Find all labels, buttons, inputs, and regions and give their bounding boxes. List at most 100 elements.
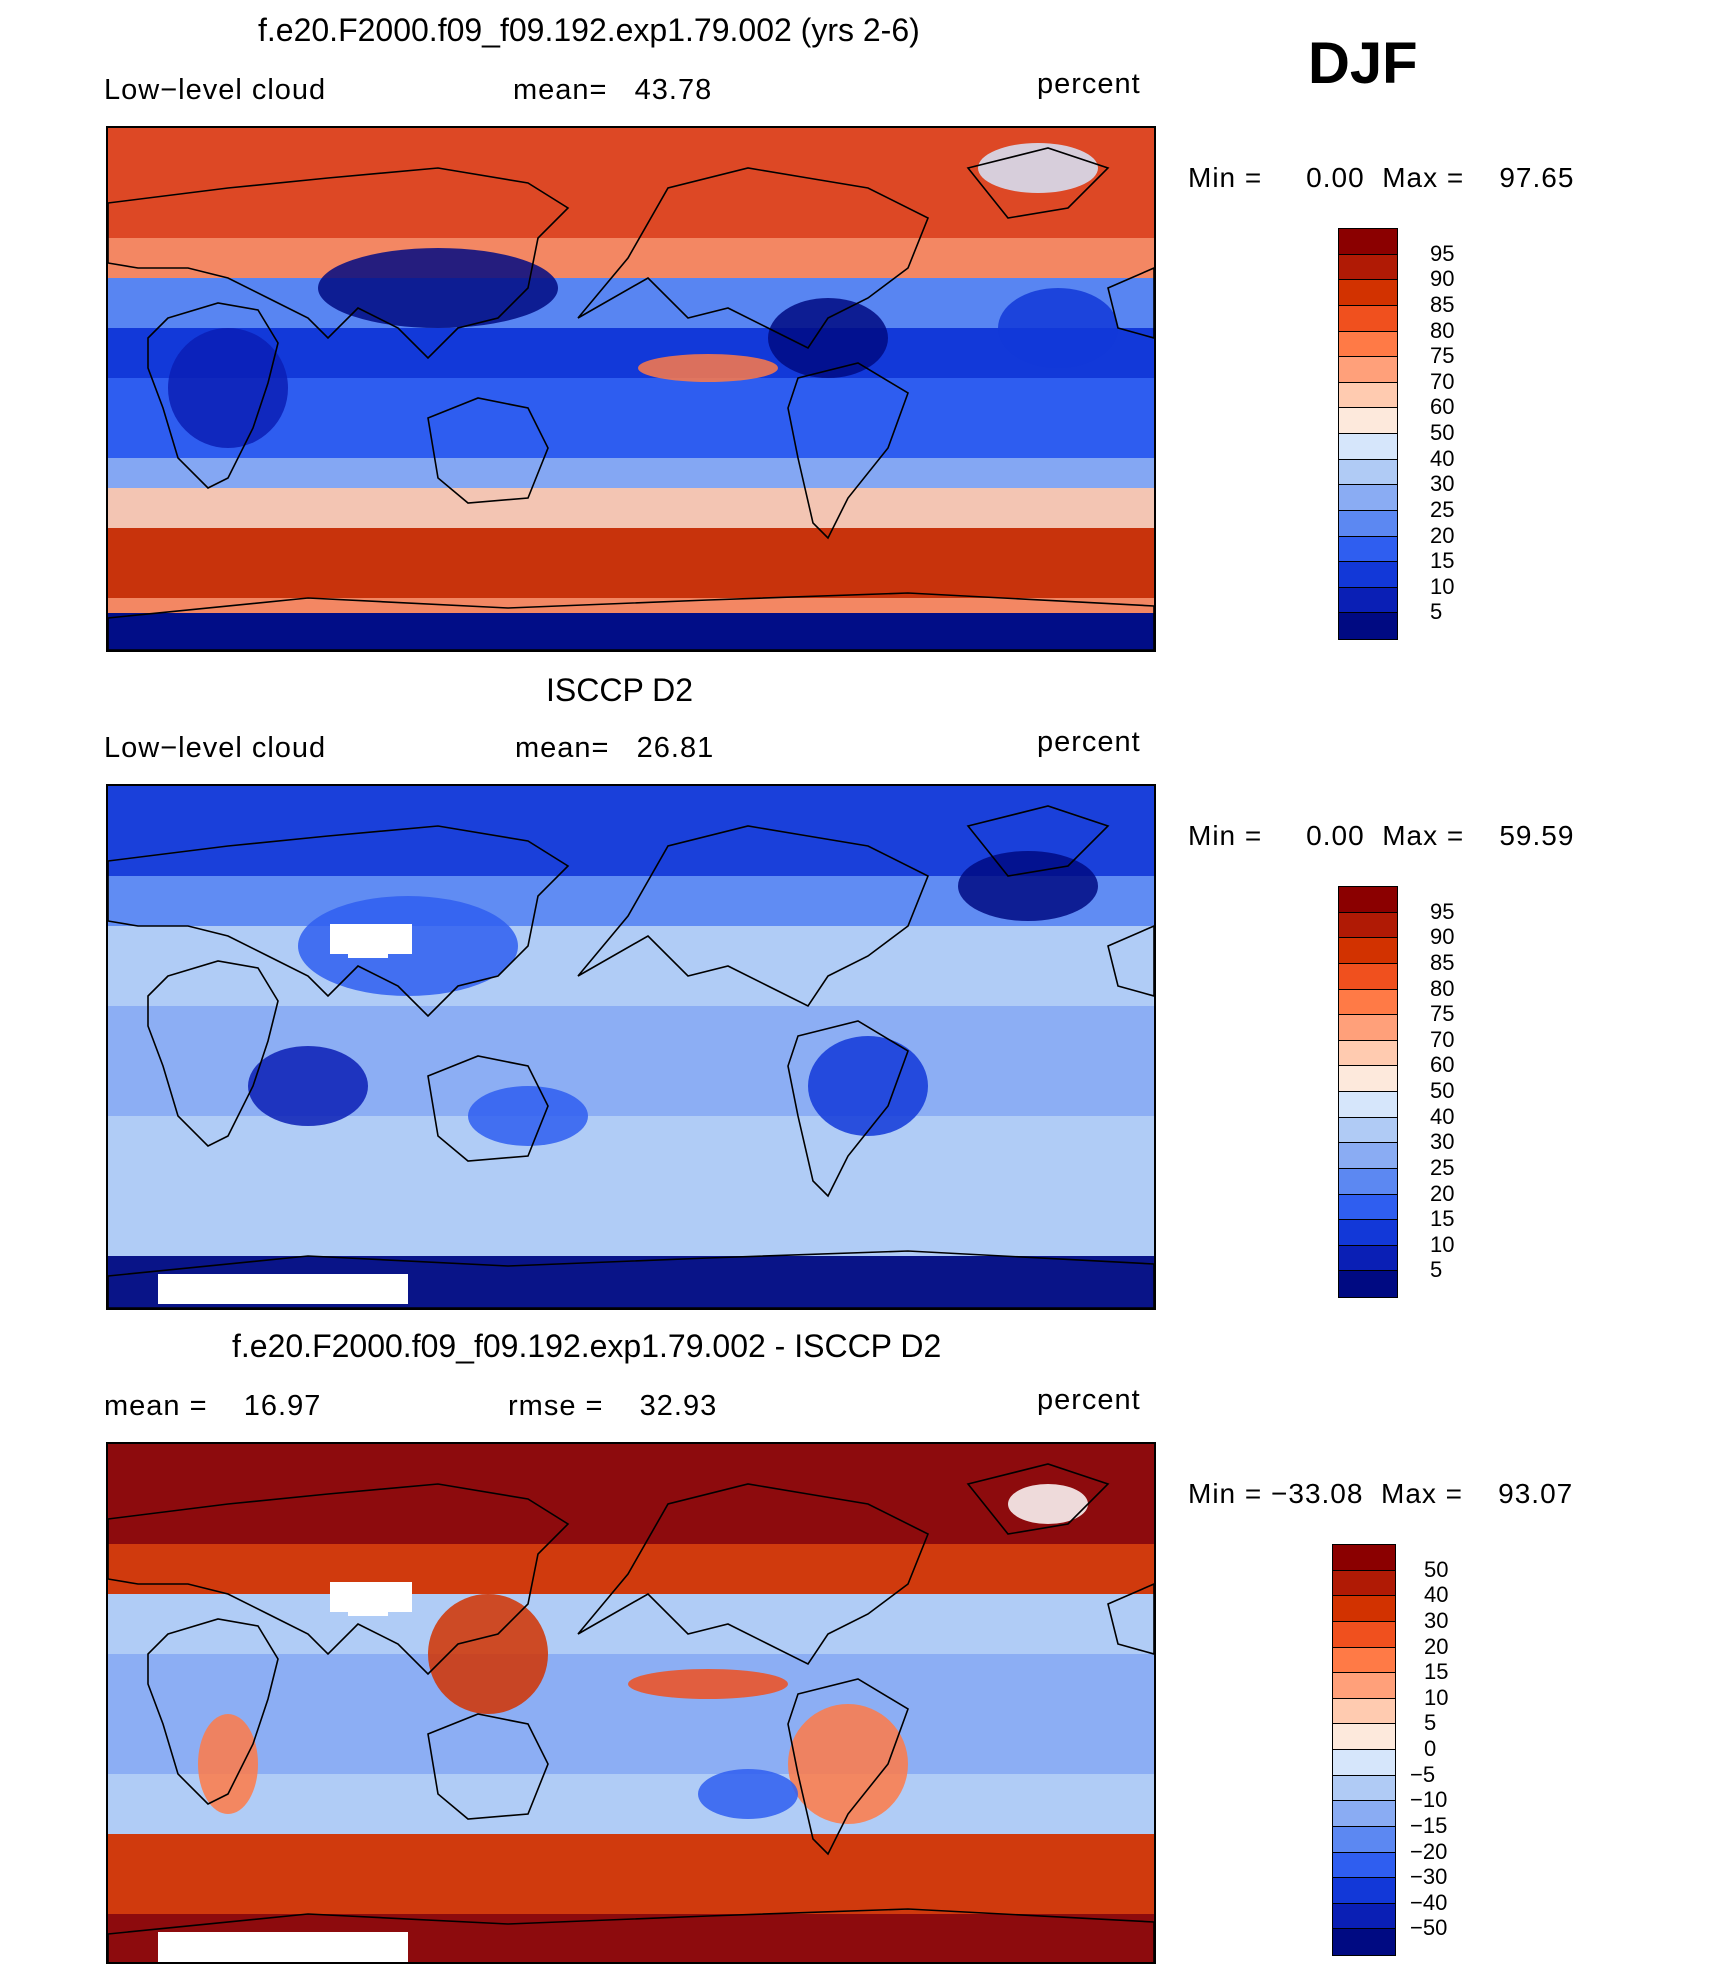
colorbar-swatch [1333,1596,1395,1622]
colorbar-swatch [1339,536,1397,563]
panel-2-title: ISCCP D2 [546,672,694,708]
colorbar-swatch [1339,938,1397,964]
panel-3-mean-label: mean = 16.97 [104,1390,322,1422]
colorbar-swatch [1339,1066,1397,1092]
colorbar-swatch [1339,1092,1397,1118]
colorbar-swatch [1339,1040,1397,1067]
panel-2-map [106,784,1156,1310]
colorbar-swatch [1339,459,1397,486]
colorbar-swatch [1339,382,1397,409]
colorbar-tick-label: 40 [1430,1103,1455,1129]
colorbar-swatch [1339,1220,1397,1246]
colorbar-tick-label: 85 [1430,949,1455,975]
panel-2-colorbar [1338,886,1398,1298]
colorbar-swatch [1339,434,1397,460]
panel-2-variable-label: Low−level cloud [104,732,327,764]
colorbar-swatch [1333,1570,1395,1597]
panel-1-title: f.e20.F2000.f09_f09.192.exp1.79.002 (yrs… [258,12,920,48]
colorbar-swatch [1339,280,1397,306]
colorbar-swatch [1333,1903,1395,1930]
colorbar-tick-label: 30 [1430,1129,1455,1155]
season-label: DJF [1308,31,1418,96]
colorbar-tick-label: 95 [1430,898,1455,924]
colorbar-tick-label: 20 [1430,1180,1455,1206]
colorbar-tick-label: −20 [1410,1838,1448,1864]
panel-2-colorbar-labels: 95 90 85 80 75 70 60 50 40 30 25 20 15 10 5 [1416,886,1476,1296]
colorbar-tick-label: 90 [1430,924,1455,950]
colorbar-tick-label: −10 [1410,1787,1448,1813]
colorbar-swatch [1333,1826,1395,1853]
panel-3-units-label: percent [1037,1384,1141,1416]
colorbar-swatch [1339,485,1397,511]
colorbar-tick-label: −50 [1410,1915,1448,1941]
colorbar-tick-label: 5 [1430,599,1443,625]
colorbar-tick-label: 95 [1430,240,1455,266]
colorbar-tick-label: 0 [1424,1736,1437,1761]
colorbar-swatch [1339,587,1397,614]
colorbar-tick-label: 60 [1430,394,1455,420]
colorbar-swatch [1339,229,1397,255]
colorbar-swatch [1333,1724,1395,1750]
colorbar-swatch [1339,1245,1397,1272]
panel-1-colorbar [1338,228,1398,640]
colorbar-tick-label: 25 [1430,1154,1455,1180]
colorbar-swatch [1333,1750,1395,1776]
panel-1-variable-label: Low−level cloud [104,74,327,106]
colorbar-tick-label: −30 [1410,1864,1448,1890]
colorbar-tick-label: 50 [1430,1078,1455,1103]
colorbar-tick-label: −40 [1410,1889,1448,1915]
colorbar-swatch [1333,1647,1395,1674]
panel-3-colorbar-labels: 50 40 30 20 15 10 5 0 −5 −10 −15 −20 −30 −40 −50 [1410,1544,1480,1954]
colorbar-swatch [1339,305,1397,332]
colorbar-tick-label: 15 [1430,1206,1455,1232]
panel-1-colorbar-labels: 95 90 85 80 75 70 60 50 40 30 25 20 15 10 5 [1416,228,1476,638]
colorbar-tick-label: −15 [1410,1812,1448,1838]
colorbar-tick-label: 70 [1430,368,1455,394]
colorbar-swatch [1339,1194,1397,1221]
colorbar-swatch [1339,912,1397,939]
colorbar-tick-label: 10 [1430,573,1455,599]
panel-1-units-label: percent [1037,68,1141,100]
colorbar-tick-label: 5 [1430,1257,1443,1283]
colorbar-tick-label: 50 [1430,420,1455,445]
colorbar-tick-label: 40 [1424,1582,1449,1608]
colorbar-swatch [1339,1143,1397,1169]
colorbar-tick-label: 30 [1424,1607,1449,1633]
colorbar-tick-label: 70 [1430,1026,1455,1052]
colorbar-tick-label: 80 [1430,975,1455,1001]
panel-3-colorbar [1332,1544,1396,1956]
colorbar-tick-label: 10 [1430,1231,1455,1257]
colorbar-tick-label: 30 [1430,471,1455,497]
colorbar-tick-label: 75 [1430,343,1455,369]
colorbar-swatch [1333,1698,1395,1725]
colorbar-tick-label: 90 [1430,266,1455,292]
colorbar-swatch [1339,408,1397,434]
colorbar-tick-label: 20 [1430,522,1455,548]
colorbar-tick-label: 10 [1424,1684,1449,1710]
colorbar-swatch [1339,1168,1397,1195]
colorbar-swatch [1339,963,1397,990]
colorbar-tick-label: 85 [1430,291,1455,317]
colorbar-swatch [1339,357,1397,383]
colorbar-swatch [1333,1878,1395,1904]
colorbar-tick-label: 15 [1430,548,1455,574]
colorbar-swatch [1333,1775,1395,1802]
colorbar-tick-label: 15 [1424,1659,1449,1685]
colorbar-swatch [1339,331,1397,358]
panel-1-map [106,126,1156,652]
colorbar-tick-label: 5 [1424,1710,1437,1736]
colorbar-swatch [1339,562,1397,588]
colorbar-swatch [1339,613,1397,639]
colorbar-swatch [1333,1852,1395,1879]
colorbar-tick-label: 50 [1424,1556,1449,1582]
panel-1-minmax: Min = 0.00 Max = 97.65 [1188,162,1575,193]
panel-2-units-label: percent [1037,726,1141,758]
colorbar-swatch [1339,1015,1397,1041]
colorbar-tick-label: 25 [1430,496,1455,522]
panel-1-mean-label: mean= 43.78 [513,74,713,106]
colorbar-tick-label: −5 [1410,1761,1436,1787]
colorbar-tick-label: 75 [1430,1001,1455,1027]
colorbar-swatch [1339,989,1397,1016]
colorbar-swatch [1333,1929,1395,1955]
colorbar-tick-label: 20 [1424,1633,1449,1659]
